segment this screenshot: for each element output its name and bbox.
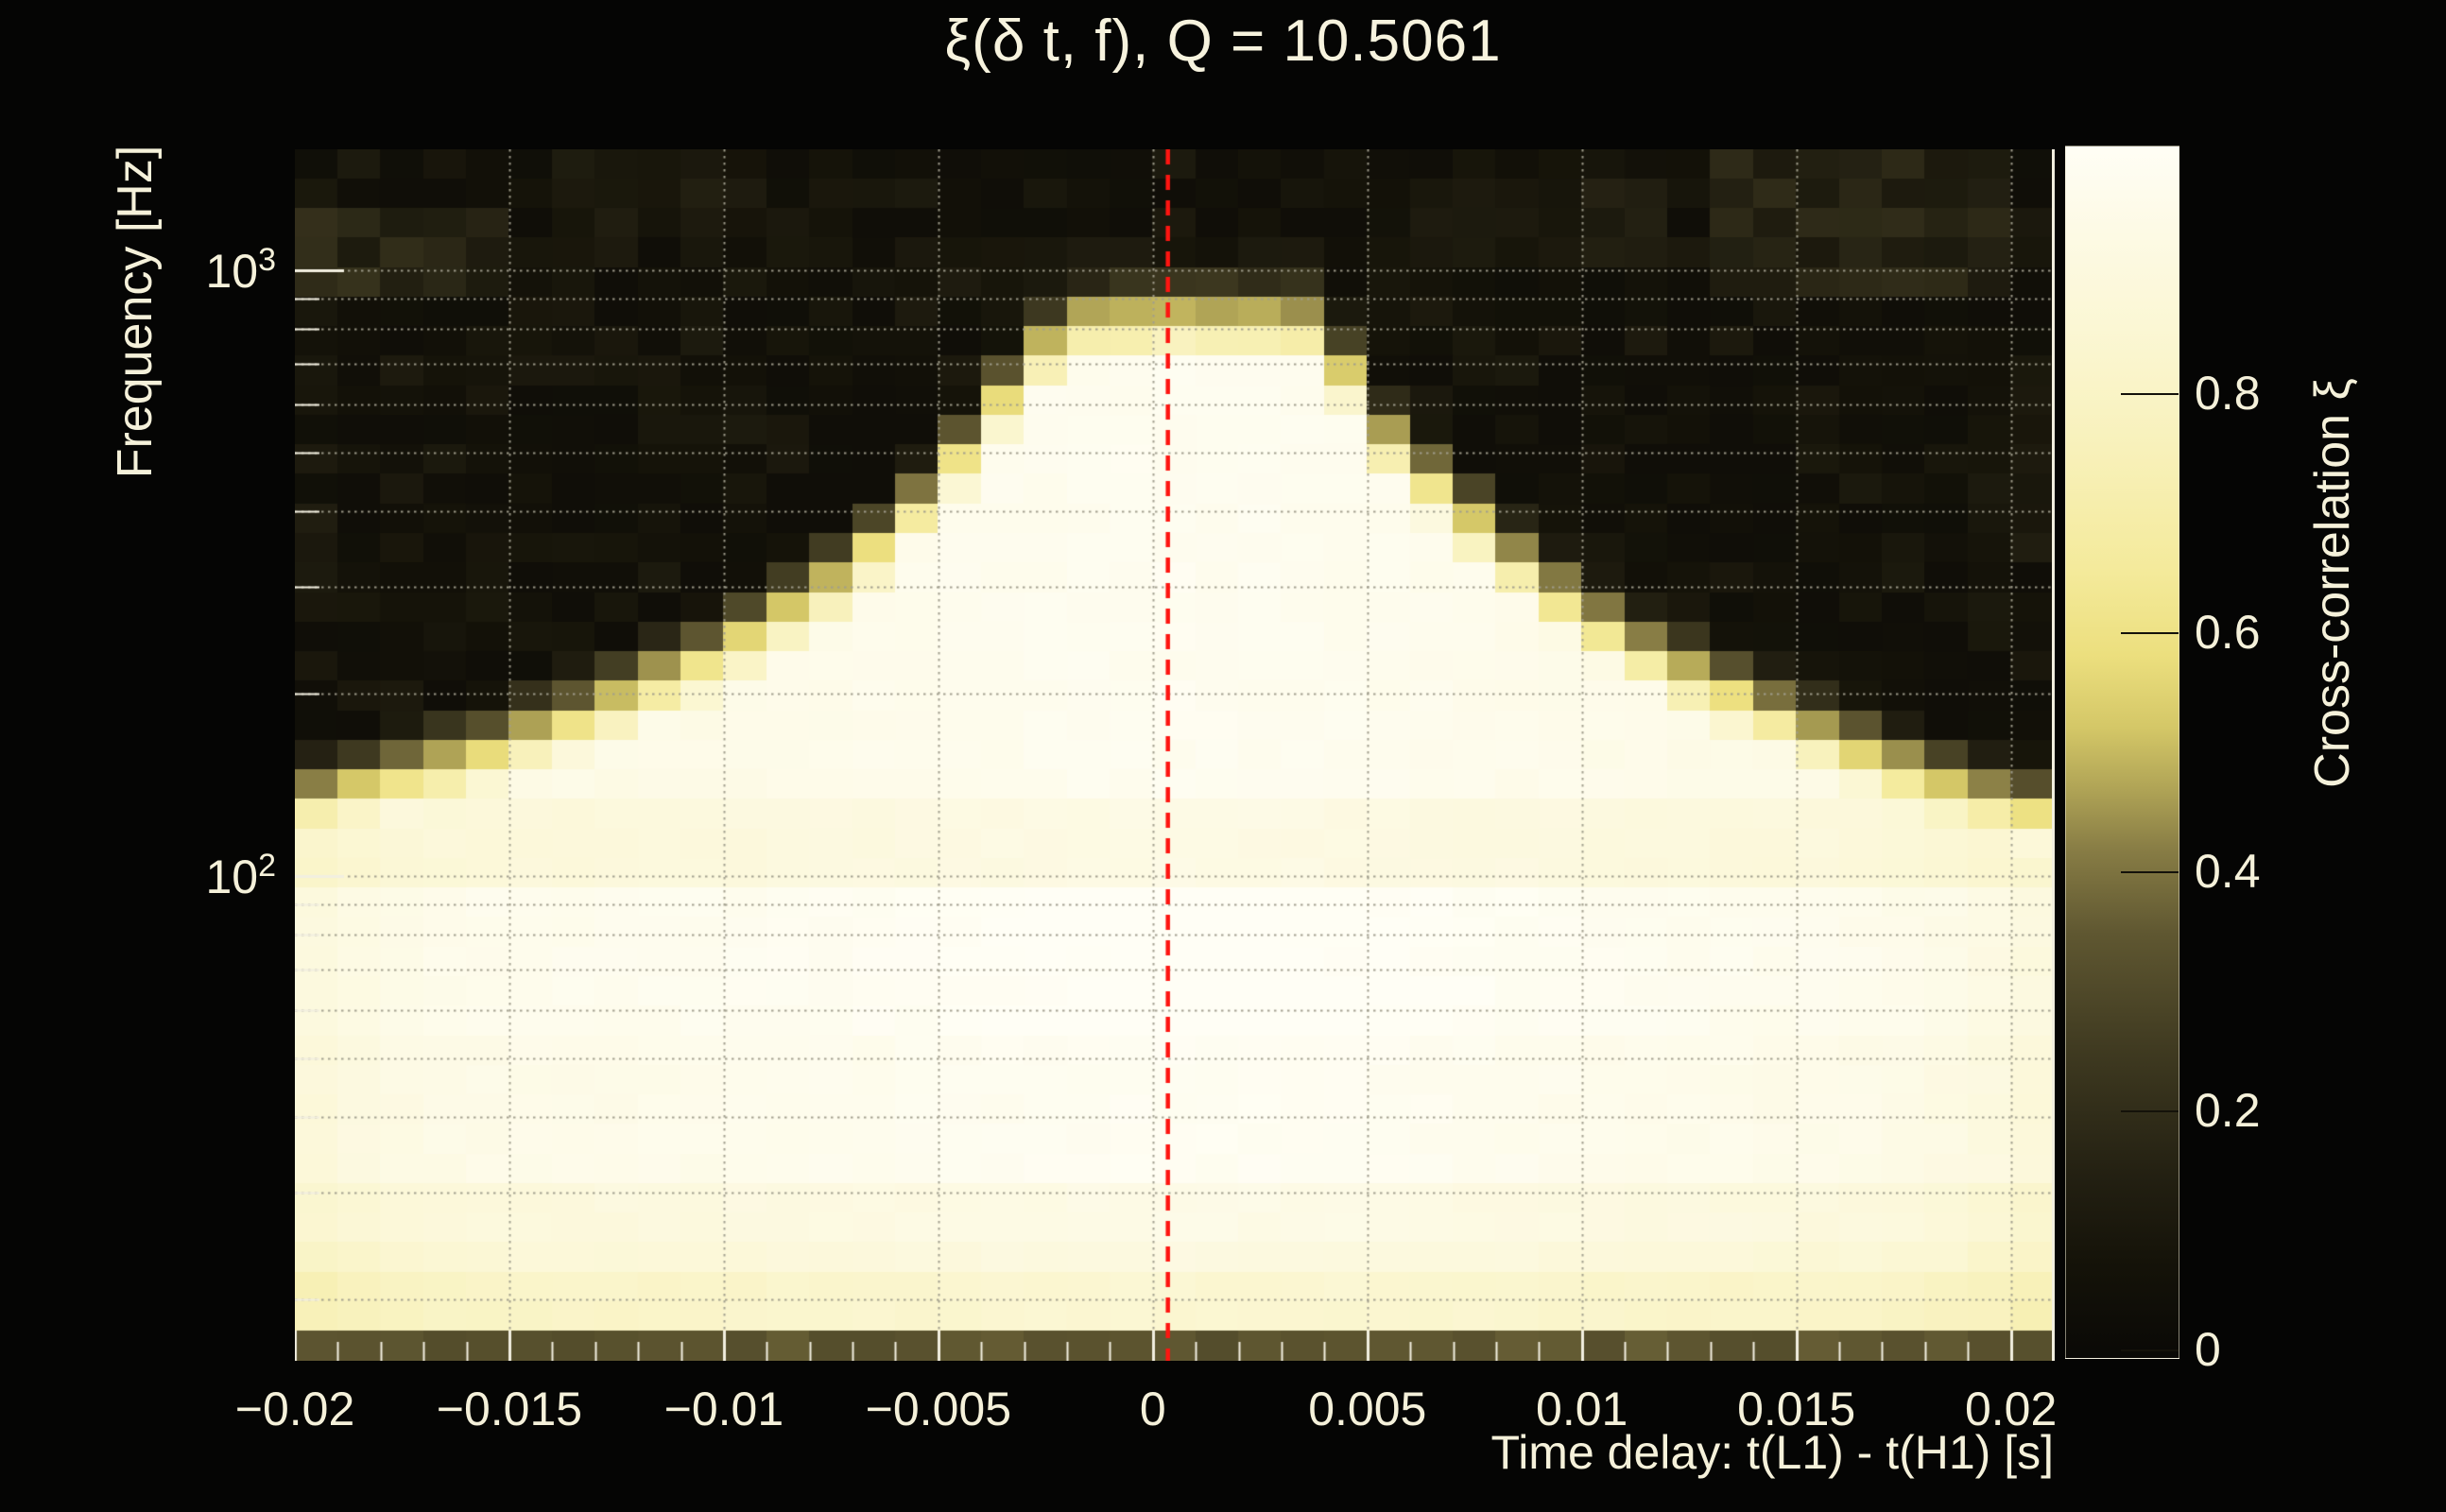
colorbar-tick-label: 0.4 [2195, 844, 2261, 898]
x-axis-title: Time delay: t(L1) - t(H1) [s] [1490, 1426, 2054, 1479]
colorbar-tick-mark [2121, 631, 2179, 634]
x-tick-label: −0.01 [663, 1383, 784, 1435]
x-tick-label: 0.015 [1737, 1383, 1856, 1435]
colorbar-tick-mark [2121, 1349, 2179, 1351]
x-tick-label: −0.02 [234, 1383, 355, 1435]
heatmap-canvas [295, 149, 2054, 1361]
y-tick-label: 102 [205, 848, 276, 904]
x-tick-label: 0 [1139, 1383, 1166, 1435]
colorbar-tick-mark [2121, 870, 2179, 873]
colorbar-title: Cross-correlation ξ [2305, 378, 2360, 788]
colorbar-tick-label: 0.8 [2195, 366, 2261, 420]
colorbar-tick-label: 0 [2195, 1322, 2221, 1376]
colorbar [2065, 146, 2179, 1359]
y-tick-label: 103 [205, 242, 276, 299]
x-tick-label: 0.02 [1964, 1383, 2058, 1435]
x-tick-label: 0.01 [1536, 1383, 1628, 1435]
colorbar-tick-mark [2121, 1109, 2179, 1112]
page-title: ξ(δ t, f), Q = 10.5061 [944, 9, 1502, 74]
x-tick-label: −0.005 [865, 1383, 1012, 1435]
colorbar-tick-label: 0.2 [2195, 1083, 2261, 1137]
colorbar-tick-label: 0.6 [2195, 605, 2261, 659]
x-tick-label: 0.005 [1308, 1383, 1427, 1435]
y-axis-title: Frequency [Hz] [108, 145, 163, 479]
plot-frame-right-edge [2052, 149, 2055, 1361]
colorbar-tick-mark [2121, 392, 2179, 395]
x-tick-label: −0.015 [436, 1383, 583, 1435]
